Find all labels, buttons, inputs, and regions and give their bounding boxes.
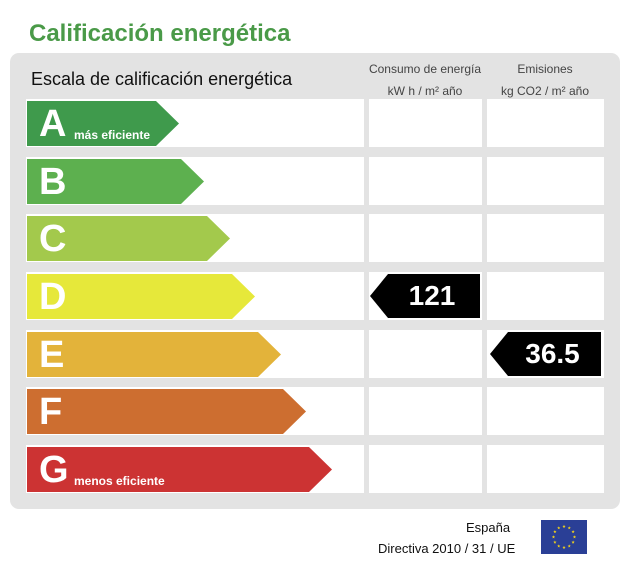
footer-directive: Directiva 2010 / 31 / UE	[378, 541, 516, 556]
rating-letter: D	[39, 276, 67, 318]
consumption-column-header: Consumo de energía kW h / m² año	[367, 58, 483, 102]
eu-star	[572, 535, 577, 539]
rating-arrow-a: A más eficiente	[27, 101, 179, 146]
rating-row-g: G menos eficiente	[0, 445, 630, 493]
eu-star	[551, 535, 556, 539]
emissions-column-header: Emisiones kg CO2 / m² año	[486, 58, 604, 102]
consumption-indicator: 121	[370, 274, 480, 318]
rating-letter: B	[39, 161, 67, 203]
eu-star	[567, 544, 571, 548]
emissions-header-unit: kg CO2 / m² año	[500, 84, 590, 98]
emissions-indicator: 36.5	[490, 332, 601, 376]
eu-star	[562, 524, 566, 528]
emissions-cell	[487, 445, 604, 493]
rating-letter: E	[39, 334, 65, 376]
rating-letter: G	[39, 449, 69, 491]
emissions-cell	[487, 387, 604, 435]
rating-arrow-b: B	[27, 159, 204, 204]
eu-star	[557, 526, 561, 530]
eu-star	[571, 530, 575, 534]
consumption-header-unit: kW h / m² año	[387, 84, 463, 98]
eu-star	[571, 540, 575, 544]
rating-row-b: B	[0, 157, 630, 205]
rating-row-a: A más eficiente	[0, 99, 630, 147]
rating-row-e: E 36.5	[0, 330, 630, 378]
eu-star	[553, 540, 557, 544]
footer-country: España	[466, 520, 511, 535]
rating-arrow-c: C	[27, 216, 230, 261]
consumption-cell	[369, 387, 482, 435]
consumption-cell	[369, 157, 482, 205]
eu-star	[562, 545, 566, 549]
eu-flag-stars	[551, 524, 577, 549]
consumption-header-title: Consumo de energía	[368, 62, 482, 76]
rating-row-d: D 121	[0, 272, 630, 320]
scale-heading: Escala de calificación energética	[31, 69, 293, 89]
emissions-cell	[487, 214, 604, 262]
rating-row-f: F	[0, 387, 630, 435]
rating-letter: F	[39, 391, 63, 433]
consumption-cell	[369, 330, 482, 378]
emissions-cell	[487, 272, 604, 320]
consumption-cell	[369, 99, 482, 147]
rating-sublabel: menos eficiente	[74, 474, 165, 488]
eu-star	[557, 544, 561, 548]
page-title: Calificación energética	[29, 20, 291, 47]
eu-star	[567, 526, 571, 530]
consumption-cell	[369, 445, 482, 493]
rating-letter: A	[39, 103, 67, 145]
eu-flag-icon	[541, 520, 587, 554]
emissions-cell	[487, 99, 604, 147]
rating-arrow-d: D	[27, 274, 255, 319]
rating-arrow-f: F	[27, 389, 306, 434]
rating-arrow-e: E	[27, 332, 281, 377]
rating-sublabel: más eficiente	[74, 128, 151, 142]
emissions-header-title: Emisiones	[517, 62, 573, 76]
eu-star	[553, 530, 557, 534]
emissions-cell	[487, 157, 604, 205]
consumption-cell	[369, 214, 482, 262]
rating-arrow-g: G menos eficiente	[27, 447, 332, 492]
rating-letter: C	[39, 218, 67, 260]
rating-row-c: C	[0, 214, 630, 262]
